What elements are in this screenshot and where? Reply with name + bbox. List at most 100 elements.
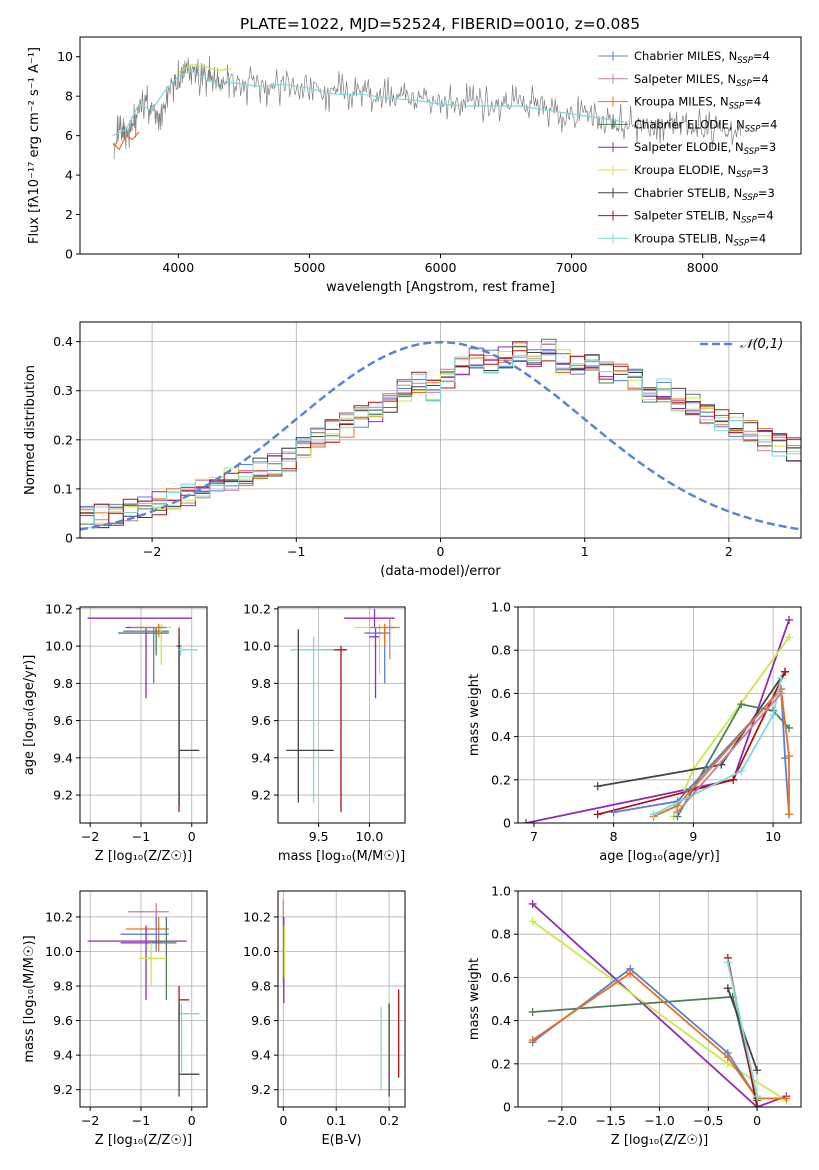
legend-nssp-eq: = [753, 49, 763, 63]
model-spectrum-line [112, 69, 625, 137]
axes-frame [79, 606, 208, 824]
x-axis-label: Z [log₁₀(Z/Z☉)] [611, 1133, 708, 1148]
y-tick-label: 10.2 [45, 601, 73, 616]
y-tick-label: 9.4 [53, 750, 73, 765]
x-tick-label: 0 [279, 1113, 287, 1128]
axes-frame [517, 890, 802, 1108]
plot-area [87, 903, 200, 1097]
x-tick-label: −2 [81, 1113, 99, 1128]
chart-weight-vs-Z: −2.0 −1.5 −1.0 −0.5 0 0 0.2 0.4 0.6 0.8 1.0 Z [log₁… [467, 884, 802, 1148]
y-tick-label: 9.4 [53, 1048, 73, 1063]
weight-line [676, 703, 790, 817]
legend-nssp-prefix: , N [728, 140, 744, 154]
x-tick-label: 9.5 [309, 829, 329, 844]
x-axis-label: mass [log₁₀(M/M☉)] [278, 849, 405, 864]
axes-frame [79, 890, 208, 1108]
weight-point-marker [528, 917, 537, 926]
x-tick-label: 7000 [556, 260, 588, 275]
y-tick-label: 9.2 [251, 1082, 271, 1097]
histogram-step [80, 354, 801, 529]
weight-line [726, 962, 758, 1097]
weight-point-marker [769, 711, 778, 719]
y-axis-label: mass weight [467, 674, 482, 756]
grid [80, 891, 207, 1107]
model-spectrum-line [177, 63, 231, 74]
y-tick-label: 9.4 [251, 750, 271, 765]
legend-nssp-sub: SSP [742, 193, 758, 203]
legend-nssp-value: 3 [768, 186, 775, 200]
weight-point-marker [673, 808, 682, 817]
x-axis-label: age [log₁₀(age/yr)] [599, 849, 720, 864]
y-tick-label: 9.4 [251, 1048, 271, 1063]
legend-model-name: Kroupa MILES [634, 95, 713, 109]
legend-nssp-prefix: , N [721, 49, 737, 63]
x-tick-label: −1 [132, 829, 150, 844]
y-tick-label: 8 [65, 89, 73, 104]
weight-point-marker [777, 689, 786, 698]
legend-label: Chabrier MILES, NSSP=4 [634, 49, 770, 66]
legend-label: Kroupa ELODIE, NSSP=3 [634, 163, 769, 180]
x-axis-label: Z [log₁₀(Z/Z☉)] [95, 849, 192, 864]
x-tick-label: 5000 [294, 260, 326, 275]
weight-point-marker [785, 752, 794, 761]
chart-age-vs-mass: 9.5 10.0 9.2 9.4 9.6 9.8 10.0 10.2 mass [log₁₀(M… [243, 601, 406, 864]
y-tick-label: 1.0 [491, 600, 511, 615]
legend-label: Salpeter ELODIE, NSSP=3 [634, 140, 776, 157]
y-tick-label: 0.3 [53, 383, 73, 398]
legend-nssp-prefix: , N [726, 186, 742, 200]
y-tick-label: 6 [65, 128, 73, 143]
histogram-step [80, 342, 801, 514]
y-tick-label: 0.2 [53, 432, 73, 447]
legend-model-name: Chabrier MILES [634, 49, 721, 63]
legend-nssp-value: 3 [769, 140, 776, 154]
legend-nssp-prefix: , N [718, 231, 734, 245]
y-tick-label: 9.2 [53, 1082, 73, 1097]
y-tick-label: 0.2 [491, 1056, 511, 1071]
y-tick-label: 10.0 [243, 944, 271, 959]
y-tick-label: 0.8 [491, 643, 511, 658]
legend-nssp-value: 4 [754, 95, 761, 109]
y-tick-label: 9.6 [251, 713, 271, 728]
y-tick-label: 4 [65, 168, 73, 183]
legend-nssp-prefix: , N [725, 209, 741, 223]
weight-line [531, 903, 787, 1107]
axes-frame [277, 606, 406, 824]
gaussian-reference-curve [80, 340, 801, 531]
x-tick-label: 0 [188, 829, 196, 844]
x-tick-label: −1 [132, 1113, 150, 1128]
y-tick-label: 10.0 [45, 639, 73, 654]
y-tick-label: 10.2 [45, 909, 73, 924]
x-tick-label: 10.0 [356, 829, 384, 844]
x-axis-label: wavelength [Angstrom, rest frame] [326, 280, 555, 295]
legend-gaussian-label: 𝒩(0,1) [740, 337, 783, 352]
plot-area [286, 608, 400, 812]
legend-nssp-eq: = [744, 95, 754, 109]
y-tick-label: 0.4 [491, 729, 511, 744]
x-tick-label: 0.2 [379, 1113, 399, 1128]
y-tick-label: 9.8 [251, 979, 271, 994]
weight-point-marker [723, 984, 732, 993]
legend-nssp-value: 4 [766, 209, 773, 223]
x-tick-label: −2 [81, 829, 99, 844]
weight-line [613, 686, 790, 815]
y-tick-label: 10.0 [243, 639, 271, 654]
weight-point-marker [785, 810, 794, 819]
weight-point-marker [781, 667, 790, 676]
weight-point-marker [777, 674, 786, 683]
plot-area [528, 899, 791, 1107]
y-tick-label: 9.2 [53, 788, 73, 803]
legend-nssp-eq: = [752, 72, 762, 86]
y-tick-label: 0.6 [491, 970, 511, 985]
y-tick-label: 0.4 [53, 334, 73, 349]
weight-point-marker [785, 615, 794, 624]
legend-nssp-eq: = [758, 186, 768, 200]
weight-line [676, 692, 782, 813]
y-tick-label: 0.6 [491, 686, 511, 701]
weight-point-marker [723, 958, 732, 967]
y-tick-label: 10.2 [243, 909, 271, 924]
y-tick-label: 10.2 [243, 601, 271, 616]
y-tick-label: 10.0 [45, 944, 73, 959]
x-axis-label: (data-model)/error [380, 564, 501, 579]
y-tick-label: 0.8 [491, 927, 511, 942]
y-tick-label: 9.6 [53, 713, 73, 728]
